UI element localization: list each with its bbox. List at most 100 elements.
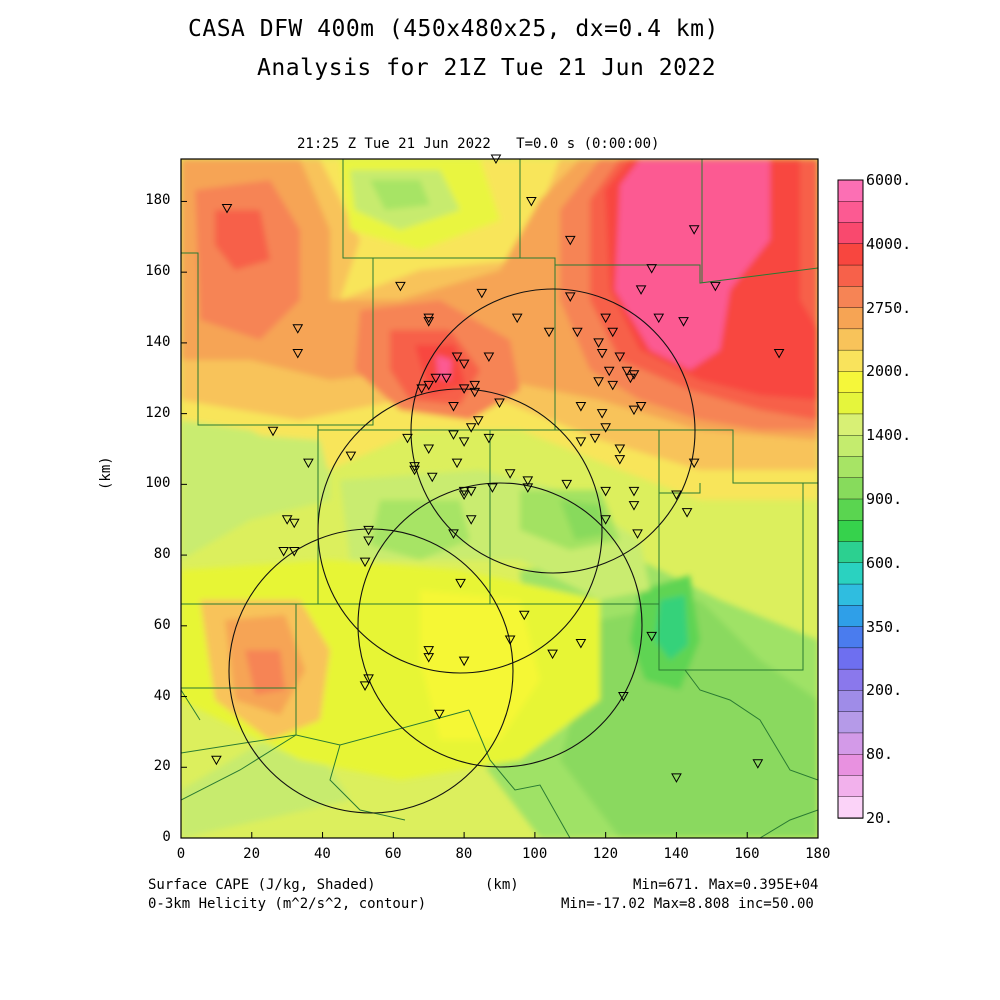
colorbar-label: 2750. bbox=[866, 298, 912, 317]
station-marker bbox=[628, 501, 640, 511]
colorbar-cell bbox=[837, 179, 864, 202]
station-marker bbox=[458, 437, 470, 447]
station-marker bbox=[600, 423, 612, 433]
station-marker bbox=[483, 352, 495, 363]
station-marker bbox=[359, 557, 371, 568]
station-marker bbox=[600, 515, 612, 525]
colorbar-cell bbox=[837, 413, 864, 436]
colorbar-cell bbox=[837, 732, 864, 755]
station-marker bbox=[575, 437, 587, 447]
station-marker bbox=[635, 285, 647, 295]
station-marker bbox=[589, 433, 601, 444]
station-marker bbox=[511, 313, 523, 324]
station-marker bbox=[564, 235, 576, 246]
station-marker bbox=[688, 225, 700, 235]
station-marker bbox=[628, 405, 640, 416]
station-marker bbox=[522, 476, 534, 486]
station-marker bbox=[773, 349, 785, 359]
station-marker bbox=[448, 402, 459, 412]
station-marker bbox=[451, 458, 463, 469]
station-marker bbox=[409, 465, 420, 476]
station-marker bbox=[451, 352, 463, 363]
x-tick-label: 0 bbox=[176, 846, 186, 862]
station-marker bbox=[618, 692, 629, 702]
station-marker bbox=[433, 709, 445, 720]
footer-field-label: Surface CAPE (J/kg, Shaded) bbox=[148, 877, 376, 893]
title-line-2: Analysis for 21Z Tue 21 Jun 2022 bbox=[257, 55, 717, 81]
station-marker bbox=[646, 264, 658, 274]
station-marker bbox=[465, 423, 477, 433]
x-tick-label: 40 bbox=[313, 846, 331, 862]
station-marker bbox=[423, 653, 435, 663]
station-marker bbox=[363, 525, 374, 536]
y-tick-label: 60 bbox=[153, 616, 171, 633]
colorbar-cell bbox=[837, 754, 864, 777]
station-marker bbox=[278, 547, 289, 557]
station-marker bbox=[476, 288, 488, 299]
colorbar-label: 350. bbox=[866, 617, 903, 636]
station-marker bbox=[441, 373, 452, 384]
station-marker bbox=[671, 773, 682, 783]
station-marker bbox=[547, 649, 558, 660]
station-marker bbox=[504, 635, 516, 645]
colorbar-cell bbox=[837, 264, 864, 288]
station-marker bbox=[614, 444, 626, 455]
colorbar-cell bbox=[837, 541, 864, 564]
station-marker bbox=[426, 472, 438, 483]
station-marker bbox=[469, 380, 481, 391]
station-marker bbox=[359, 681, 371, 691]
colorbar-cell bbox=[837, 286, 864, 309]
station-marker bbox=[363, 536, 374, 546]
station-marker bbox=[572, 327, 583, 338]
station-marker bbox=[600, 313, 612, 324]
station-marker bbox=[593, 338, 604, 348]
colorbar-cell bbox=[837, 796, 864, 819]
station-marker bbox=[288, 518, 300, 529]
station-marker bbox=[448, 529, 459, 539]
station-marker bbox=[596, 409, 608, 419]
station-marker bbox=[710, 281, 721, 292]
station-marker bbox=[688, 458, 700, 469]
station-marker bbox=[600, 486, 612, 497]
colorbar-label: 600. bbox=[866, 553, 903, 572]
station-marker bbox=[292, 349, 304, 359]
station-marker bbox=[621, 366, 633, 377]
station-marker bbox=[522, 483, 534, 493]
station-marker bbox=[211, 755, 222, 766]
station-marker bbox=[416, 384, 427, 394]
y-tick-label: 100 bbox=[145, 475, 171, 492]
station-marker bbox=[596, 349, 608, 359]
y-tick-label: 40 bbox=[153, 687, 171, 704]
colorbar-label: 4000. bbox=[866, 234, 912, 253]
colorbar-label: 1400. bbox=[866, 426, 912, 445]
y-axis-label: (km) bbox=[98, 456, 114, 490]
colorbar-label: 80. bbox=[866, 745, 894, 764]
station-marker bbox=[292, 324, 304, 334]
station-marker bbox=[525, 196, 537, 207]
station-marker bbox=[448, 430, 459, 440]
station-marker bbox=[575, 638, 587, 649]
x-axis-label: (km) bbox=[485, 877, 519, 893]
station-marker bbox=[614, 455, 626, 465]
y-tick-label: 20 bbox=[153, 758, 171, 775]
station-marker bbox=[564, 292, 576, 302]
title-line-1: CASA DFW 400m (450x480x25, dx=0.4 km) bbox=[188, 16, 719, 42]
colorbar-cell bbox=[837, 392, 864, 415]
colorbar-cell bbox=[837, 626, 864, 649]
station-marker bbox=[472, 416, 484, 426]
colorbar-label: 900. bbox=[866, 490, 903, 508]
station-marker bbox=[469, 387, 481, 398]
station-marker bbox=[423, 317, 435, 327]
x-tick-label: 140 bbox=[663, 846, 689, 862]
station-marker bbox=[671, 490, 682, 500]
colorbar-cell bbox=[837, 562, 864, 585]
y-tick-label: 180 bbox=[145, 192, 171, 209]
station-marker bbox=[458, 384, 470, 394]
plot-timestamp: 21:25 Z Tue 21 Jun 2022 T=0.0 s (0:00:00… bbox=[297, 136, 660, 152]
colorbar-cell bbox=[837, 711, 864, 734]
station-marker bbox=[288, 547, 300, 557]
plot-frame bbox=[180, 158, 819, 839]
station-marker bbox=[423, 444, 435, 455]
y-tick-label: 120 bbox=[145, 404, 171, 421]
